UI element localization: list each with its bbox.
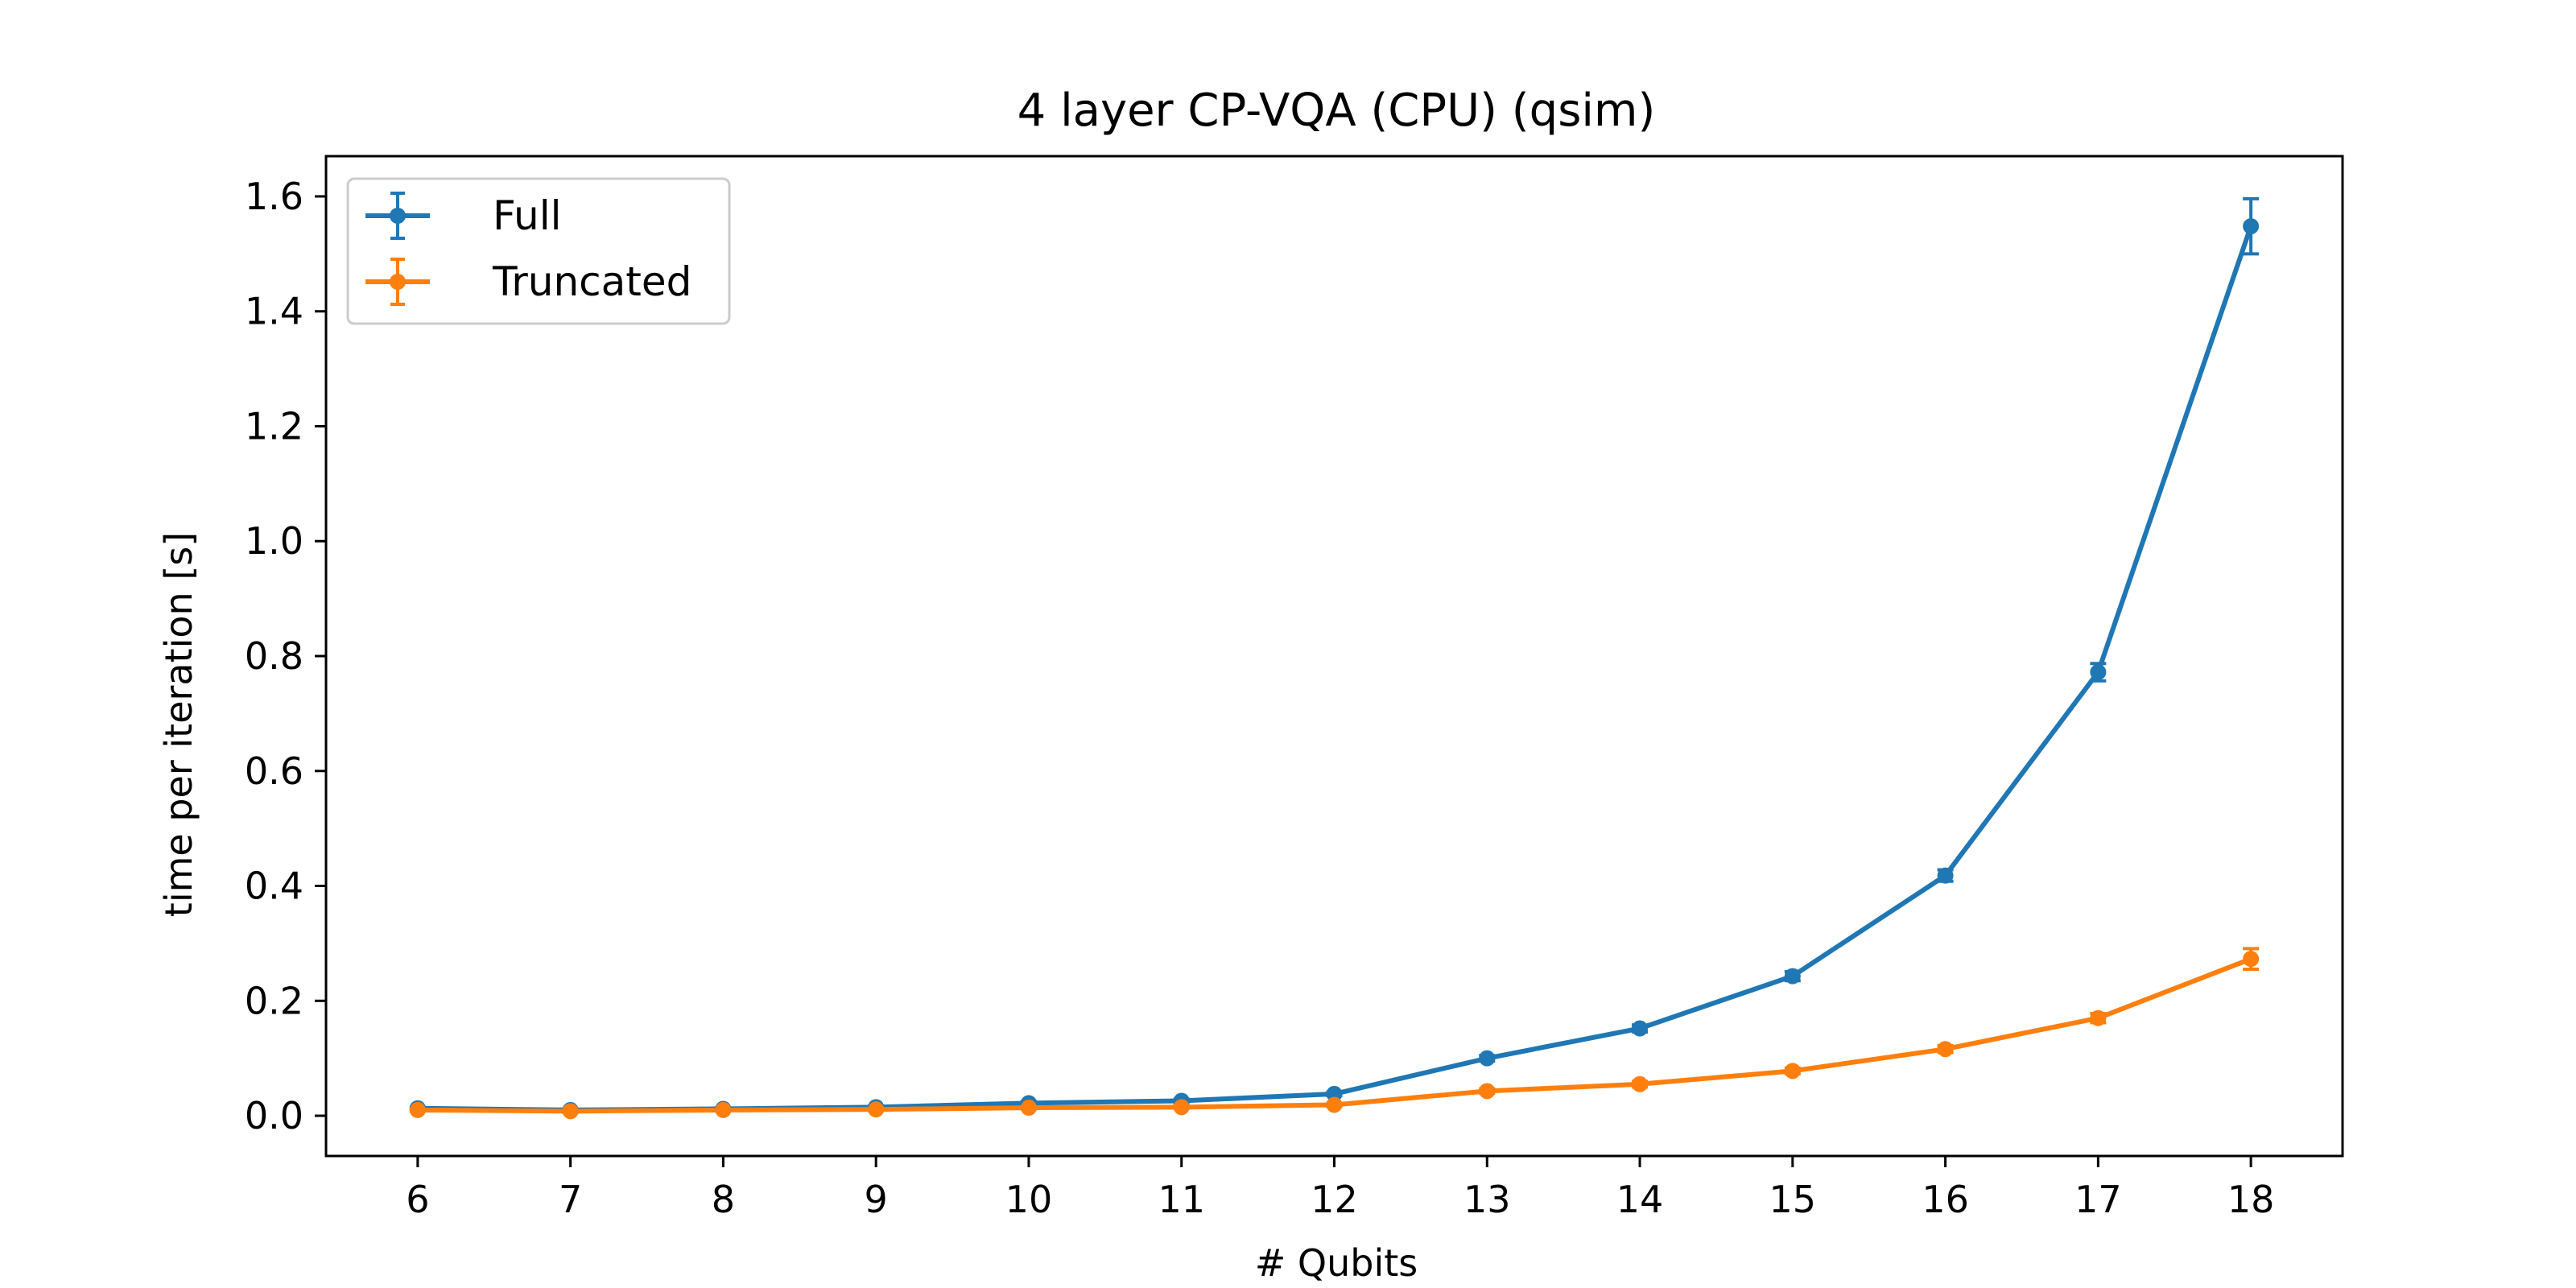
data-point bbox=[1479, 1050, 1496, 1067]
y-tick-label: 0.6 bbox=[245, 749, 303, 793]
data-point bbox=[1784, 1063, 1801, 1080]
y-tick-label: 1.6 bbox=[245, 175, 303, 218]
x-tick-label: 6 bbox=[406, 1178, 429, 1221]
data-point bbox=[715, 1101, 732, 1118]
x-tick-label: 16 bbox=[1922, 1178, 1969, 1221]
legend-item-truncated: Truncated bbox=[365, 258, 691, 306]
x-tick-label: 17 bbox=[2074, 1178, 2122, 1221]
series-truncated bbox=[409, 947, 2260, 1120]
legend: Full Truncated bbox=[346, 177, 731, 325]
data-point bbox=[562, 1103, 579, 1120]
data-point bbox=[2090, 1009, 2107, 1026]
plot-area bbox=[409, 196, 2260, 1120]
x-tick-label: 10 bbox=[1005, 1178, 1053, 1221]
y-axis: 0.0 0.2 0.4 0.6 0.8 1.0 1.2 1.4 1.6 bbox=[245, 175, 326, 1137]
y-tick-label: 0.0 bbox=[245, 1094, 303, 1137]
data-point bbox=[1937, 1041, 1954, 1058]
y-tick-label: 1.0 bbox=[245, 519, 303, 563]
x-tick-label: 12 bbox=[1311, 1178, 1358, 1221]
x-tick-label: 18 bbox=[2227, 1178, 2275, 1221]
data-point bbox=[2090, 663, 2107, 680]
legend-box bbox=[346, 177, 731, 325]
data-point bbox=[1937, 867, 1954, 884]
data-point bbox=[868, 1101, 885, 1118]
y-tick-label: 0.4 bbox=[245, 865, 303, 908]
y-tick-label: 1.2 bbox=[245, 404, 303, 448]
legend-marker bbox=[390, 208, 406, 224]
data-point bbox=[1784, 968, 1801, 985]
data-point bbox=[2243, 951, 2260, 968]
data-point bbox=[1632, 1020, 1649, 1037]
legend-item-full: Full bbox=[365, 192, 562, 240]
x-tick-label: 7 bbox=[559, 1178, 582, 1221]
legend-marker bbox=[390, 274, 406, 290]
x-tick-label: 9 bbox=[865, 1178, 888, 1221]
data-point bbox=[2243, 218, 2260, 235]
y-tick-label: 1.4 bbox=[245, 290, 303, 333]
data-point bbox=[1632, 1075, 1649, 1092]
x-tick-label: 11 bbox=[1158, 1178, 1205, 1221]
x-tick-label: 13 bbox=[1463, 1178, 1511, 1221]
data-point bbox=[409, 1101, 426, 1118]
y-tick-label: 0.8 bbox=[245, 634, 303, 678]
x-axis: 6 7 8 9 10 11 12 13 14 15 16 17 18 bbox=[406, 1156, 2274, 1221]
x-tick-label: 8 bbox=[712, 1178, 735, 1221]
data-point bbox=[1173, 1099, 1190, 1116]
legend-label: Full bbox=[493, 192, 562, 239]
x-tick-label: 14 bbox=[1616, 1178, 1664, 1221]
y-tick-label: 0.2 bbox=[245, 979, 303, 1022]
chart-title: 4 layer CP-VQA (CPU) (qsim) bbox=[1018, 85, 1656, 137]
x-tick-label: 15 bbox=[1769, 1178, 1817, 1221]
data-point bbox=[1020, 1100, 1037, 1117]
legend-label: Truncated bbox=[492, 258, 691, 305]
data-point bbox=[1326, 1096, 1343, 1113]
data-point bbox=[1479, 1083, 1496, 1100]
x-axis-label: # Qubits bbox=[1255, 1241, 1418, 1285]
y-axis-label: time per iteration [s] bbox=[157, 532, 200, 917]
